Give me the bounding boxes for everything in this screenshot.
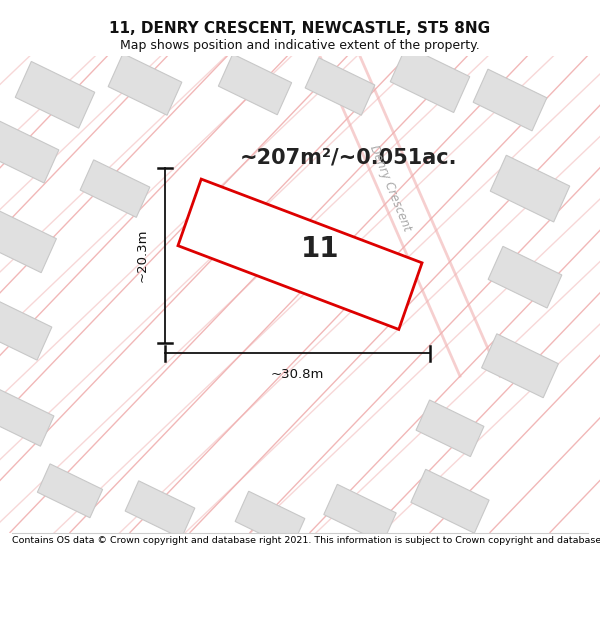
Polygon shape [15, 61, 95, 128]
Polygon shape [108, 54, 182, 115]
Polygon shape [0, 121, 59, 183]
Text: Denry Crescent: Denry Crescent [367, 144, 413, 234]
Polygon shape [473, 69, 547, 131]
Text: ~30.8m: ~30.8m [271, 368, 324, 381]
Polygon shape [411, 469, 489, 533]
Polygon shape [324, 484, 396, 543]
Polygon shape [178, 179, 422, 329]
Polygon shape [482, 334, 559, 398]
Polygon shape [218, 54, 292, 115]
Polygon shape [0, 299, 52, 360]
Text: 11: 11 [301, 235, 339, 263]
Polygon shape [390, 46, 470, 112]
Polygon shape [0, 389, 54, 446]
Polygon shape [125, 481, 195, 538]
Polygon shape [235, 491, 305, 549]
Polygon shape [37, 464, 103, 518]
Polygon shape [490, 155, 570, 222]
Text: ~207m²/~0.051ac.: ~207m²/~0.051ac. [240, 148, 458, 168]
Polygon shape [488, 246, 562, 308]
Text: Contains OS data © Crown copyright and database right 2021. This information is : Contains OS data © Crown copyright and d… [12, 536, 600, 544]
Text: Map shows position and indicative extent of the property.: Map shows position and indicative extent… [120, 39, 480, 51]
Polygon shape [80, 160, 150, 217]
Polygon shape [416, 400, 484, 457]
Text: ~20.3m: ~20.3m [136, 229, 149, 282]
Text: 11, DENRY CRESCENT, NEWCASTLE, ST5 8NG: 11, DENRY CRESCENT, NEWCASTLE, ST5 8NG [109, 21, 491, 36]
Polygon shape [305, 58, 375, 115]
Polygon shape [0, 209, 56, 272]
